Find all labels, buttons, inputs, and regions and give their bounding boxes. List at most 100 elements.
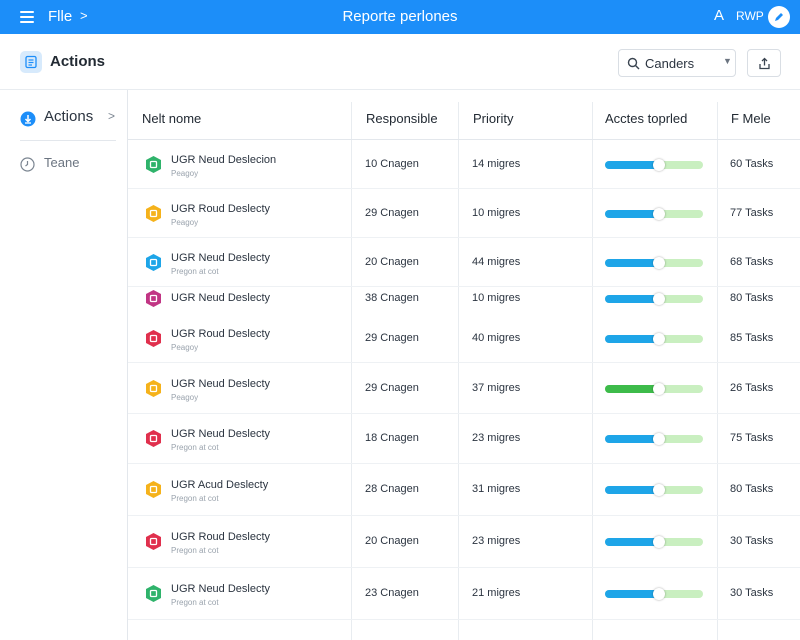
edit-icon	[775, 13, 783, 21]
slider-handle[interactable]	[652, 159, 665, 171]
item-name: UGR Roud Deslecty	[171, 203, 271, 215]
item-subtitle: Pregon at cot	[171, 267, 219, 276]
progress-fill	[605, 259, 659, 267]
item-name: UGR Roud Deslecty	[171, 531, 271, 543]
column-header-tasks[interactable]: F Mele	[731, 111, 771, 126]
slider-handle[interactable]	[652, 433, 665, 445]
slider-handle[interactable]	[652, 208, 665, 220]
chevron-right-icon: >	[80, 8, 88, 23]
table-row[interactable]: UGR Neud Deslecty Pregon at cot 18 Cnagen 2…	[128, 414, 800, 464]
progress-fill	[605, 590, 659, 598]
item-type-icon	[146, 330, 161, 347]
table-row[interactable]: UGR Neud Deslecty Pregon at cot 23 Cnagen 2…	[128, 568, 800, 620]
page-title: Actions	[50, 53, 106, 70]
share-icon	[759, 57, 770, 70]
chevron-down-icon: ▼	[723, 56, 732, 66]
priority-value: 21 migres	[472, 587, 521, 599]
column-header-responsible[interactable]: Responsible	[366, 111, 438, 126]
item-type-icon	[146, 254, 161, 271]
progress-slider[interactable]	[605, 433, 703, 445]
column-header-progress[interactable]: Acctes toprled	[605, 111, 688, 126]
actions-table: Nelt nome Responsible Priority Acctes to…	[128, 90, 800, 640]
item-name: UGR Acud Deslecty	[171, 479, 269, 491]
sidebar: Actions > Teane	[0, 90, 128, 640]
progress-slider[interactable]	[605, 333, 703, 345]
table-row[interactable]: UGR Neud Deslecty 38 Cnagen 10 migres 80 Ta…	[128, 287, 800, 311]
slider-handle[interactable]	[652, 383, 665, 395]
search-dropdown[interactable]: Canders ▼	[618, 49, 736, 77]
item-type-icon	[146, 585, 161, 602]
sidebar-item-teane[interactable]: Teane	[20, 151, 120, 177]
priority-value: 14 migres	[472, 158, 521, 170]
responsible-value: 28 Cnagen	[365, 483, 419, 495]
sidebar-item-actions[interactable]: Actions >	[20, 105, 120, 131]
responsible-value: 29 Cnagen	[365, 332, 419, 344]
item-subtitle: Peagoy	[171, 343, 199, 352]
priority-value: 10 migres	[472, 292, 521, 304]
tasks-count: 30 Tasks	[730, 535, 774, 547]
progress-slider[interactable]	[605, 484, 703, 496]
font-icon[interactable]: A	[714, 7, 725, 24]
divider	[20, 140, 116, 141]
slider-handle[interactable]	[652, 484, 665, 496]
download-icon	[20, 111, 36, 127]
progress-slider[interactable]	[605, 257, 703, 269]
table-row[interactable]: UGR Roud Deslecty Pregon at cot 20 Cnagen 2…	[128, 516, 800, 568]
tasks-count: 77 Tasks	[730, 207, 774, 219]
share-button[interactable]	[747, 49, 781, 77]
item-type-icon	[146, 205, 161, 222]
tasks-count: 26 Tasks	[730, 382, 774, 394]
tasks-count: 80 Tasks	[730, 483, 774, 495]
slider-handle[interactable]	[652, 588, 665, 600]
column-divider	[458, 102, 459, 640]
table-row[interactable]: UGR Acud Deslecty Pregon at cot 28 Cnagen 3…	[128, 464, 800, 516]
table-row[interactable]: UGR Neud Deslecty Pregon at cot 20 Cnagen 4…	[128, 238, 800, 287]
priority-value: 23 migres	[472, 432, 521, 444]
item-subtitle: Pregon at cot	[171, 443, 219, 452]
item-subtitle: Pregon at cot	[171, 546, 219, 555]
progress-fill	[605, 295, 659, 303]
tasks-count: 80 Tasks	[730, 292, 774, 304]
table-row[interactable]: UGR Neud Deslecty Peagoy 29 Cnagen 37 migre…	[128, 363, 800, 414]
slider-handle[interactable]	[652, 333, 665, 345]
responsible-value: 18 Cnagen	[365, 432, 419, 444]
priority-value: 31 migres	[472, 483, 521, 495]
item-name: UGR Neud Deslecion	[171, 154, 277, 166]
avatar[interactable]	[768, 6, 790, 28]
responsible-value: 23 Cnagen	[365, 587, 419, 599]
column-header-name[interactable]: Nelt nome	[142, 111, 202, 126]
app-title: Reporte perlones	[342, 8, 458, 25]
table-row[interactable]: UGR Roud Deslecty Peagoy 29 Cnagen 40 migre…	[128, 314, 800, 363]
item-subtitle: Pregon at cot	[171, 598, 219, 607]
file-menu[interactable]: Flle	[48, 8, 73, 25]
item-name: UGR Neud Deslecty	[171, 583, 271, 595]
tasks-count: 60 Tasks	[730, 158, 774, 170]
progress-slider[interactable]	[605, 536, 703, 548]
sidebar-item-label: Actions	[44, 108, 94, 125]
responsible-value: 20 Cnagen	[365, 535, 419, 547]
progress-slider[interactable]	[605, 208, 703, 220]
priority-value: 10 migres	[472, 207, 521, 219]
search-value: Canders	[645, 56, 695, 71]
tasks-count: 85 Tasks	[730, 332, 774, 344]
responsible-value: 38 Cnagen	[365, 292, 419, 304]
table-row[interactable]: UGR Roud Deslecty Peagoy 29 Cnagen 10 migre…	[128, 189, 800, 238]
item-subtitle: Peagoy	[171, 393, 199, 402]
column-header-priority[interactable]: Priority	[473, 111, 514, 126]
progress-slider[interactable]	[605, 159, 703, 171]
item-subtitle: Pregon at cot	[171, 494, 219, 503]
user-name[interactable]: RWP	[736, 9, 764, 23]
slider-handle[interactable]	[652, 293, 665, 305]
item-name: UGR Neud Deslecty	[171, 428, 271, 440]
slider-handle[interactable]	[652, 536, 665, 548]
hamburger-menu-icon[interactable]	[20, 11, 34, 23]
item-type-icon	[146, 481, 161, 498]
progress-slider[interactable]	[605, 383, 703, 395]
table-row[interactable]: UGR Neud Deslecion Peagoy 10 Cnagen 14 migr…	[128, 140, 800, 189]
item-type-icon	[146, 290, 161, 307]
slider-handle[interactable]	[652, 257, 665, 269]
tasks-count: 75 Tasks	[730, 432, 774, 444]
clock-icon	[20, 157, 35, 172]
progress-slider[interactable]	[605, 293, 703, 305]
progress-slider[interactable]	[605, 588, 703, 600]
